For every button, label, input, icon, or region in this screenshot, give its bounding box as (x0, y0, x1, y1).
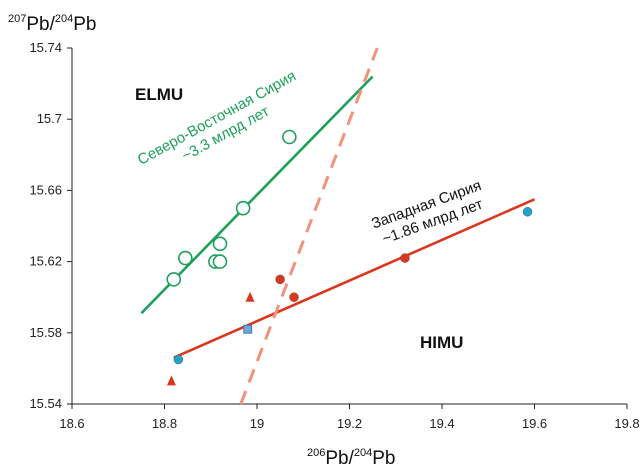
x-tick-label: 18.6 (59, 416, 84, 431)
y-tick-label: 15.74 (29, 40, 62, 55)
x-title-base2: Pb (372, 448, 395, 469)
red-circle-point (400, 253, 410, 263)
triangle-point (245, 291, 255, 302)
x-axis-title: 206Pb/204Pb (307, 447, 396, 469)
regression-line (173, 198, 536, 359)
y-title-base2: Pb (73, 14, 96, 35)
y-tick-label: 15.54 (29, 396, 62, 411)
x-tick-label: 19.6 (522, 416, 547, 431)
square-point (243, 324, 253, 334)
data-points (166, 129, 533, 386)
open-circle-point (166, 272, 182, 287)
w-syria-annotation: Западная Сирия ~1.86 млрд лет (369, 177, 485, 248)
open-circle-point (212, 236, 228, 252)
y-tick-label: 15.7 (37, 111, 62, 126)
y-title-base1: Pb/ (26, 14, 55, 35)
x-title-sup1: 206 (307, 447, 325, 459)
x-tick-label: 19.2 (337, 416, 362, 431)
y-title-sup1: 207 (8, 13, 26, 25)
himu-label: HIMU (420, 333, 463, 352)
open-circle-point (235, 200, 251, 216)
regression-line (140, 75, 374, 315)
ne-syria-label-line1: Северо-Восточная Сирия (135, 67, 299, 168)
blue-circle-point (173, 354, 184, 365)
x-tick-label: 19.8 (614, 416, 639, 431)
y-axis-title: 207Pb/204Pb (8, 13, 97, 35)
x-tick-label: 19.4 (429, 416, 454, 431)
triangle-point (166, 375, 176, 386)
y-tick-label: 15.66 (29, 182, 62, 197)
elmu-label: ELMU (135, 85, 183, 104)
tick-group: 15.54 15.58 15.62 15.66 15.7 15.74 18.6 18.8 19 1… (29, 40, 639, 431)
blue-circle-point (522, 207, 533, 217)
y-tick-label: 15.62 (29, 254, 62, 269)
x-title-sup2: 204 (354, 447, 372, 459)
open-circle-point (212, 254, 228, 269)
x-title-base1: Pb/ (325, 448, 354, 469)
x-tick-label: 18.8 (152, 416, 177, 431)
regression-lines (140, 47, 536, 405)
red-circle-point (289, 292, 299, 302)
x-tick-label: 19 (250, 416, 264, 431)
y-title-sup2: 204 (55, 13, 73, 25)
red-circle-point (275, 274, 285, 285)
open-circle-point (282, 129, 297, 145)
y-tick-label: 15.58 (29, 325, 62, 340)
open-circle-point (178, 250, 193, 266)
dashed-mixing-line (239, 47, 379, 405)
